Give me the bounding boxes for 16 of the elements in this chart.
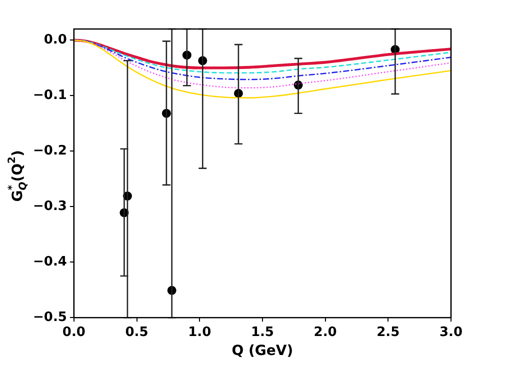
y-tick-label: −0.1	[33, 88, 67, 103]
x-tick-label: 2.5	[376, 324, 400, 340]
x-tick-label: 2.0	[314, 324, 337, 340]
x-tick-label: 1.0	[188, 324, 212, 340]
y-tick-label: −0.3	[33, 198, 67, 214]
x-axis-title: Q (GeV)	[232, 343, 294, 360]
y-axis-title: GQ*(Q2)	[7, 150, 29, 202]
y-tick-label: 0.0	[44, 32, 67, 48]
x-tick-label: 0.5	[125, 324, 148, 340]
x-tick-label: 3.0	[439, 324, 463, 340]
line-series	[74, 39, 451, 98]
y-tick-label: −0.4	[33, 254, 67, 270]
y-tick-label: −0.5	[33, 310, 67, 325]
x-tick-label: 1.5	[250, 324, 274, 340]
x-tick-label: 0.0	[62, 324, 86, 340]
y-tick-label: −0.2	[33, 143, 67, 158]
